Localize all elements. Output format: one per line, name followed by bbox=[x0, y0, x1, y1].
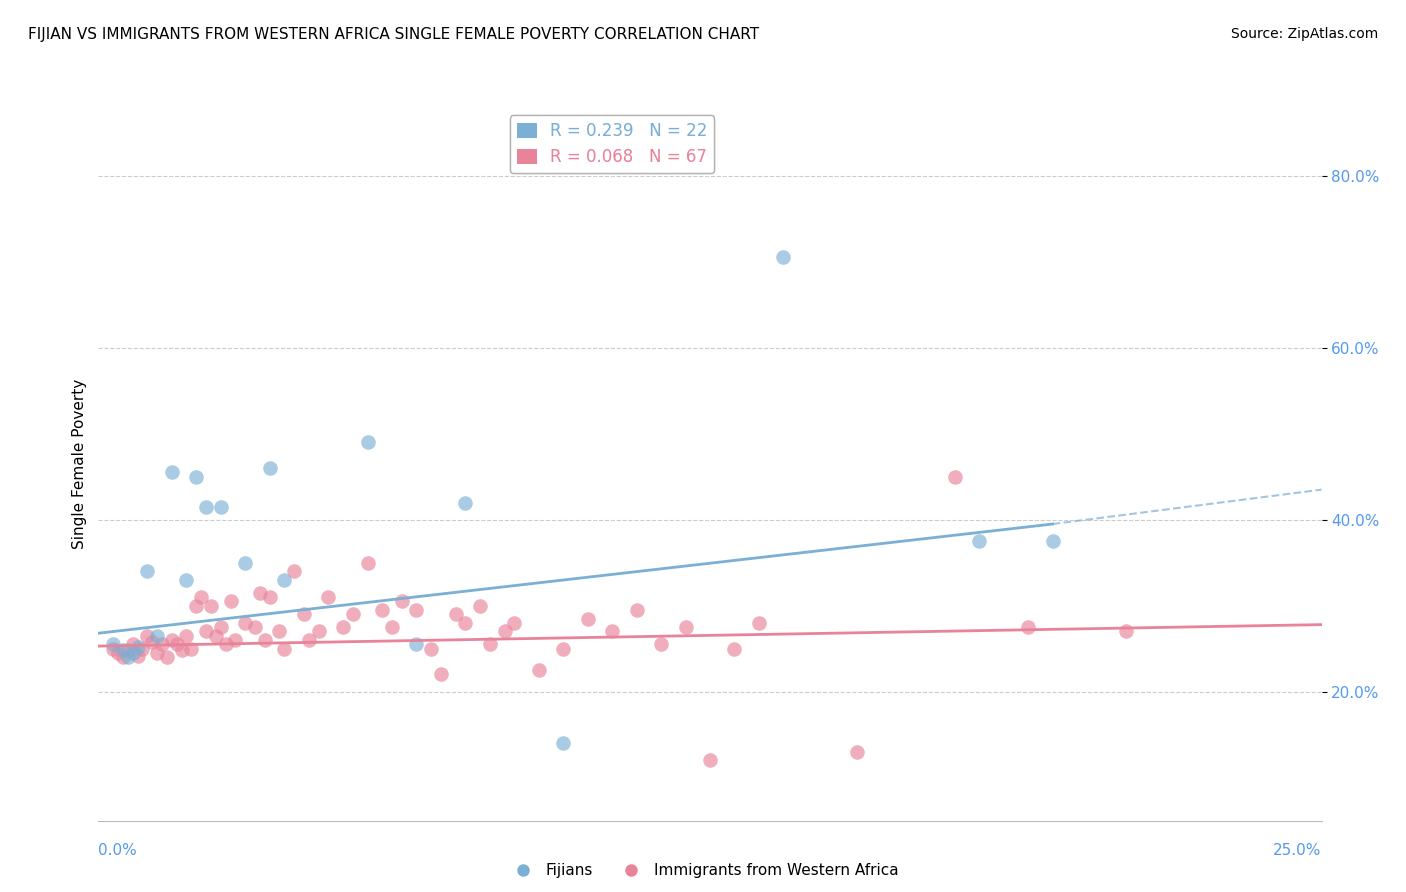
Point bbox=[332, 620, 354, 634]
Point bbox=[298, 633, 321, 648]
Point bbox=[101, 641, 124, 656]
Text: 0.0%: 0.0% bbox=[98, 843, 138, 858]
Point bbox=[195, 624, 218, 639]
Point bbox=[943, 469, 966, 483]
Point bbox=[318, 590, 340, 604]
Point bbox=[219, 594, 242, 608]
Point bbox=[186, 599, 208, 613]
Point bbox=[176, 629, 198, 643]
Point bbox=[101, 637, 124, 651]
Point bbox=[1115, 624, 1137, 639]
Point bbox=[420, 641, 443, 656]
Point bbox=[214, 637, 236, 651]
Point bbox=[170, 643, 193, 657]
Point bbox=[553, 641, 575, 656]
Point bbox=[675, 620, 697, 634]
Point bbox=[233, 556, 256, 570]
Point bbox=[117, 643, 139, 657]
Point bbox=[209, 500, 232, 514]
Point bbox=[468, 599, 491, 613]
Point bbox=[141, 635, 163, 649]
Point bbox=[127, 648, 149, 663]
Point bbox=[136, 629, 159, 643]
Point bbox=[371, 603, 394, 617]
Point bbox=[205, 629, 228, 643]
Point bbox=[121, 646, 143, 660]
Point bbox=[156, 650, 179, 665]
Point bbox=[283, 564, 305, 578]
Point bbox=[273, 573, 295, 587]
Point bbox=[224, 633, 246, 648]
Point bbox=[444, 607, 467, 622]
Point bbox=[150, 637, 173, 651]
Point bbox=[259, 590, 281, 604]
Point bbox=[356, 556, 378, 570]
Point bbox=[650, 637, 672, 651]
Point bbox=[269, 624, 291, 639]
Legend: Fijians, Immigrants from Western Africa: Fijians, Immigrants from Western Africa bbox=[501, 857, 905, 884]
Point bbox=[600, 624, 623, 639]
Point bbox=[121, 637, 143, 651]
Point bbox=[233, 615, 256, 630]
Point bbox=[748, 615, 770, 630]
Point bbox=[308, 624, 330, 639]
Point bbox=[381, 620, 404, 634]
Point bbox=[180, 641, 202, 656]
Point bbox=[160, 466, 183, 480]
Point bbox=[1017, 620, 1039, 634]
Point bbox=[209, 620, 232, 634]
Point bbox=[356, 435, 378, 450]
Point bbox=[186, 469, 208, 483]
Point bbox=[146, 646, 169, 660]
Text: Source: ZipAtlas.com: Source: ZipAtlas.com bbox=[1230, 27, 1378, 41]
Point bbox=[478, 637, 501, 651]
Point bbox=[190, 590, 212, 604]
Point bbox=[391, 594, 413, 608]
Point bbox=[146, 629, 169, 643]
Point bbox=[454, 495, 477, 509]
Point bbox=[111, 643, 134, 657]
Y-axis label: Single Female Poverty: Single Female Poverty bbox=[72, 379, 87, 549]
Point bbox=[772, 251, 794, 265]
Point bbox=[1042, 534, 1064, 549]
Point bbox=[166, 637, 188, 651]
Point bbox=[127, 640, 149, 654]
Point bbox=[249, 586, 271, 600]
Point bbox=[160, 633, 183, 648]
Point bbox=[845, 745, 868, 759]
Point bbox=[195, 500, 218, 514]
Point bbox=[273, 641, 295, 656]
Point bbox=[699, 754, 721, 768]
Point bbox=[405, 637, 427, 651]
Point bbox=[200, 599, 222, 613]
Point bbox=[243, 620, 266, 634]
Point bbox=[111, 650, 134, 665]
Point bbox=[176, 573, 198, 587]
Point bbox=[454, 615, 477, 630]
Legend: R = 0.239   N = 22, R = 0.068   N = 67: R = 0.239 N = 22, R = 0.068 N = 67 bbox=[510, 115, 714, 173]
Point bbox=[253, 633, 276, 648]
Point bbox=[576, 611, 599, 625]
Point bbox=[107, 646, 129, 660]
Point bbox=[117, 650, 139, 665]
Point bbox=[967, 534, 990, 549]
Point bbox=[131, 641, 153, 656]
Point bbox=[342, 607, 364, 622]
Point bbox=[292, 607, 315, 622]
Point bbox=[405, 603, 427, 617]
Point bbox=[430, 667, 453, 681]
Point bbox=[527, 663, 550, 677]
Point bbox=[553, 736, 575, 750]
Point bbox=[136, 564, 159, 578]
Text: FIJIAN VS IMMIGRANTS FROM WESTERN AFRICA SINGLE FEMALE POVERTY CORRELATION CHART: FIJIAN VS IMMIGRANTS FROM WESTERN AFRICA… bbox=[28, 27, 759, 42]
Point bbox=[259, 461, 281, 475]
Point bbox=[723, 641, 745, 656]
Point bbox=[626, 603, 648, 617]
Point bbox=[503, 615, 526, 630]
Point bbox=[494, 624, 516, 639]
Text: 25.0%: 25.0% bbox=[1274, 843, 1322, 858]
